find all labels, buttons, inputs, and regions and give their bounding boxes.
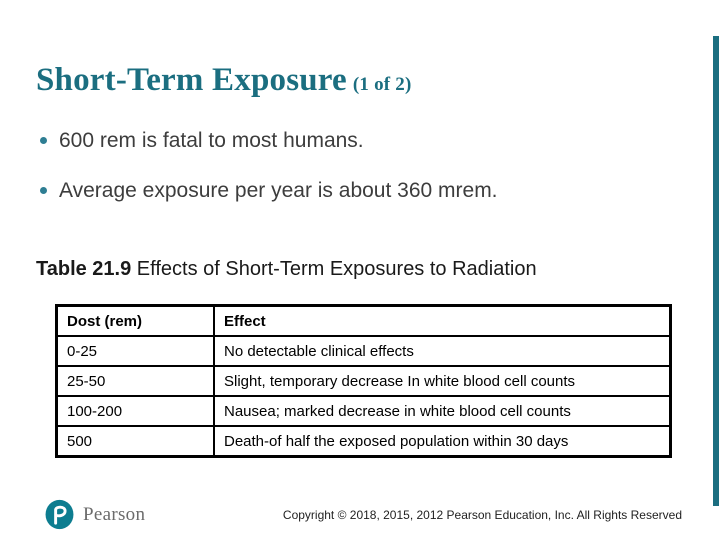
effect-cell: Slight, temporary decrease In white bloo… bbox=[213, 365, 672, 397]
bullet-icon bbox=[40, 187, 47, 195]
effect-cell: No detectable clinical effects bbox=[213, 335, 672, 367]
dose-cell: 0-25 bbox=[55, 335, 215, 367]
bullet-text: 600 rem is fatal to most humans. bbox=[59, 129, 364, 152]
pearson-logo-icon bbox=[45, 499, 74, 530]
page-title-text: Short-Term Exposure bbox=[36, 62, 347, 98]
effect-column-header: Effect bbox=[213, 304, 672, 337]
dose-column-header: Dost (rem) bbox=[55, 304, 215, 337]
table-caption: Table 21.9 Effects of Short-Term Exposur… bbox=[36, 258, 537, 281]
bullet-list: 600 rem is fatal to most humans. Average… bbox=[40, 128, 498, 228]
effect-cell: Nausea; marked decrease in white blood c… bbox=[213, 395, 672, 427]
bullet-text: Average exposure per year is about 360 m… bbox=[59, 179, 498, 203]
dose-cell: 100-200 bbox=[55, 395, 215, 427]
pearson-wordmark: Pearson bbox=[83, 503, 146, 525]
accent-bar bbox=[713, 36, 719, 506]
table-caption-text: Effects of Short-Term Exposures to Radia… bbox=[131, 258, 537, 280]
effects-table: Dost (rem) Effect 0-25 No detectable cli… bbox=[55, 304, 672, 458]
table-header-row: Dost (rem) Effect bbox=[55, 304, 672, 337]
effect-cell: Death-of half the exposed population wit… bbox=[213, 425, 672, 458]
dose-cell: 500 bbox=[55, 425, 215, 458]
bullet-icon bbox=[40, 137, 47, 144]
pearson-logo: Pearson bbox=[44, 499, 145, 530]
table-caption-number: Table 21.9 bbox=[36, 258, 132, 280]
list-item: 600 rem is fatal to most humans. bbox=[40, 128, 498, 153]
table-row: 25-50 Slight, temporary decrease In whit… bbox=[55, 365, 672, 397]
table-row: 500 Death-of half the exposed population… bbox=[55, 425, 672, 458]
page-title: Short-Term Exposure (1 of 2) bbox=[36, 62, 412, 99]
dose-cell: 25-50 bbox=[55, 365, 215, 397]
list-item: Average exposure per year is about 360 m… bbox=[40, 178, 498, 203]
copyright-text: Copyright © 2018, 2015, 2012 Pearson Edu… bbox=[282, 508, 682, 522]
table-row: 0-25 No detectable clinical effects bbox=[55, 335, 672, 367]
page-title-suffix: (1 of 2) bbox=[352, 74, 412, 95]
table-row: 100-200 Nausea; marked decrease in white… bbox=[55, 395, 672, 427]
